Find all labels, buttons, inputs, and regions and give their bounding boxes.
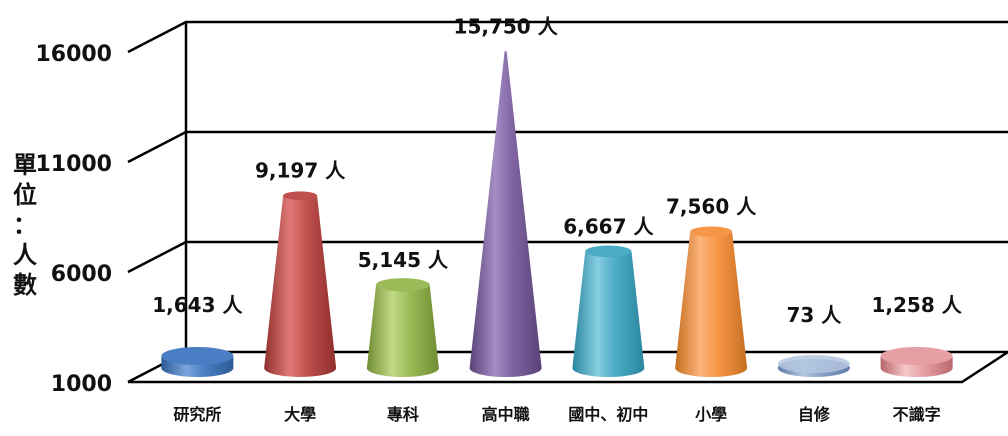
bar xyxy=(469,51,542,377)
bar-top xyxy=(161,347,234,365)
y-axis-title-char: 位 xyxy=(13,181,37,209)
plot-frame xyxy=(128,22,1008,384)
y-axis-title-char: 單 xyxy=(13,151,37,179)
bar xyxy=(264,191,337,377)
bar-top xyxy=(690,226,733,237)
bar xyxy=(572,245,645,377)
data-labels: 1,643 人 9,197 人 5,145 人 15,750 人 6,667 人 7,56… xyxy=(152,15,962,328)
category-label: 小學 xyxy=(695,405,727,424)
y-axis-ticks: 1000 6000 11000 16000 xyxy=(35,42,112,397)
gridline xyxy=(127,20,1008,54)
bar xyxy=(161,347,234,377)
bar xyxy=(675,226,748,377)
y-axis-title-char: 數 xyxy=(13,271,37,299)
data-label: 15,750 人 xyxy=(454,15,559,39)
category-label: 不識字 xyxy=(893,405,941,424)
bar-body xyxy=(469,51,542,377)
data-label: 5,145 人 xyxy=(358,248,449,272)
y-axis-title-char: ： xyxy=(13,211,37,239)
bar xyxy=(777,355,850,377)
category-label: 高中職 xyxy=(482,405,530,424)
y-tick-label: 11000 xyxy=(35,152,112,177)
category-label: 研究所 xyxy=(173,405,221,424)
category-label: 大學 xyxy=(284,405,316,424)
gridline xyxy=(127,240,1008,274)
data-label: 73 人 xyxy=(786,303,842,327)
category-label: 自修 xyxy=(798,405,831,424)
data-label: 1,258 人 xyxy=(872,293,963,317)
bars xyxy=(161,51,953,377)
y-tick-label: 16000 xyxy=(35,42,112,67)
category-label: 專科 xyxy=(387,405,419,424)
bar-body xyxy=(572,251,645,377)
bar-body xyxy=(675,231,748,377)
data-label: 6,667 人 xyxy=(563,214,654,238)
data-label: 9,197 人 xyxy=(255,159,346,183)
category-label: 國中、初中 xyxy=(568,405,648,424)
bar-body xyxy=(264,195,337,377)
y-tick-label: 1000 xyxy=(51,372,112,397)
category-labels: 研究所 大學 專科 高中職 國中、初中 小學 自修 不識字 xyxy=(173,405,940,424)
bar-top xyxy=(376,278,430,292)
y-axis-title-char: 人 xyxy=(13,241,37,269)
y-axis-title: 單 位 ： 人 數 xyxy=(8,150,42,300)
bar-top xyxy=(504,51,507,52)
data-label: 1,643 人 xyxy=(152,293,243,317)
floor-edge xyxy=(128,350,1008,384)
bar-body xyxy=(366,284,439,377)
gridline xyxy=(127,130,1008,164)
bar xyxy=(880,347,953,377)
y-tick-label: 6000 xyxy=(51,262,112,287)
bar-top xyxy=(777,355,850,373)
bar xyxy=(366,278,439,377)
bar-top xyxy=(283,191,318,200)
gridline xyxy=(127,350,1008,384)
data-label: 7,560 人 xyxy=(666,195,757,219)
bar-top xyxy=(880,347,953,365)
bar-top xyxy=(585,245,632,258)
gridlines xyxy=(127,20,1008,384)
